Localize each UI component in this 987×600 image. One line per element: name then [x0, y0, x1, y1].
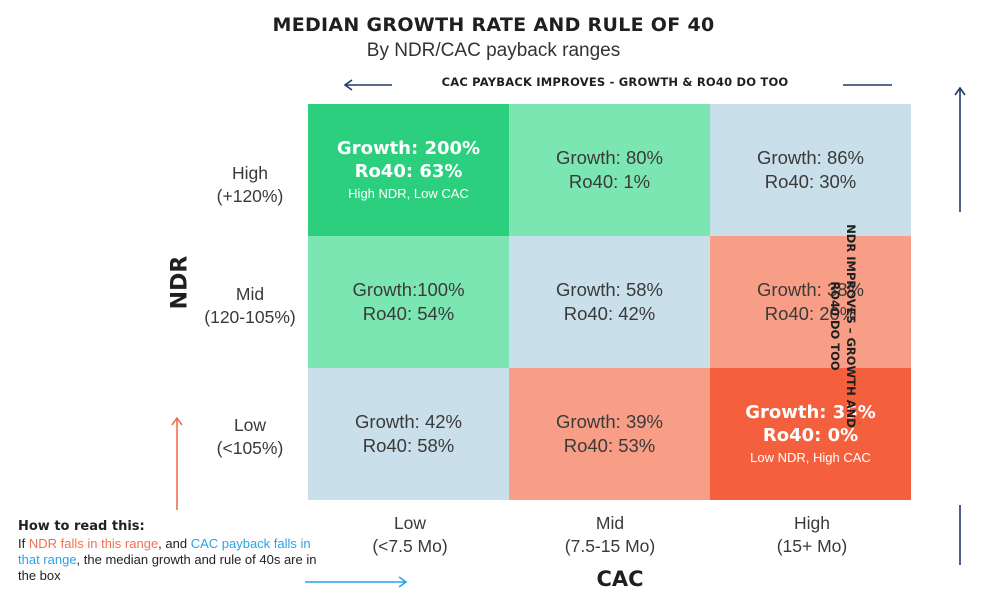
cell-ro40-label: Ro40: 30% [764, 171, 857, 192]
cell-ro40-label: Ro40: 58% [362, 435, 455, 456]
how-to-read-cac-phrase: CAC payback falls in that range [18, 536, 311, 567]
cell-note-label: Low NDR, High CAC [750, 450, 871, 465]
how-to-read-ndr-phrase: NDR falls in this range [28, 536, 159, 551]
cell-growth-label: Growth: 35% [745, 402, 876, 423]
cell-ro40-label: Ro40: 63% [354, 161, 463, 182]
cell-ndr-high-cac-mid: Growth: 80% Ro40: 1% [509, 104, 710, 236]
how-to-read-part1: If [18, 536, 29, 551]
y-label-mid-range: (120-105%) [204, 307, 296, 327]
right-annotation: NDR IMPROVES – GROWTH AND RO40 DO TOO [828, 224, 858, 428]
x-label-high-name: High [794, 513, 830, 533]
cell-ndr-low-cac-low: Growth: 42% Ro40: 58% [308, 368, 509, 500]
cell-ndr-mid-cac-mid: Growth: 58% Ro40: 42% [509, 236, 710, 368]
blue-right-arrow [305, 576, 408, 588]
x-label-low: Low (<7.5 Mo) [310, 512, 510, 558]
x-label-high-range: (15+ Mo) [776, 536, 848, 556]
cell-ndr-mid-cac-low: Growth:100% Ro40: 54% [308, 236, 509, 368]
y-label-low: Low (<105%) [190, 414, 310, 460]
cell-ndr-low-cac-high: Growth: 35% Ro40: 0% Low NDR, High CAC [710, 368, 911, 500]
cell-growth-label: Growth: 200% [336, 138, 481, 159]
cell-ro40-label: Ro40: 42% [563, 303, 656, 324]
x-label-mid-range: (7.5-15 Mo) [564, 536, 656, 556]
how-to-read-title: How to read this: [18, 519, 145, 534]
y-label-mid-name: Mid [235, 284, 265, 304]
x-label-mid: Mid (7.5-15 Mo) [510, 512, 710, 558]
x-label-low-name: Low [393, 513, 427, 533]
y-label-high: High (+120%) [190, 162, 310, 208]
cell-ro40-label: Ro40: 20% [764, 303, 857, 324]
y-axis-title: NDR [167, 255, 193, 310]
cell-growth-label: Growth: 86% [757, 147, 864, 168]
cell-ndr-high-cac-high: Growth: 86% Ro40: 30% [710, 104, 911, 236]
cell-growth-label: Growth: 38% [757, 279, 864, 300]
cell-ndr-low-cac-mid: Growth: 39% Ro40: 53% [509, 368, 710, 500]
cell-growth-label: Growth: 58% [556, 279, 663, 300]
right-up-arrow [954, 86, 966, 212]
how-to-read-part2: , and [158, 536, 191, 551]
cell-ndr-high-cac-low: Growth: 200% Ro40: 63% High NDR, Low CAC [308, 104, 509, 236]
y-label-high-range: (+120%) [216, 186, 284, 206]
cell-note-label: High NDR, Low CAC [348, 186, 469, 201]
x-axis-title: CAC [596, 567, 644, 591]
cell-growth-label: Growth: 42% [355, 411, 462, 432]
cell-ro40-label: Ro40: 0% [762, 425, 859, 446]
red-up-arrow [171, 416, 183, 510]
cell-ro40-label: Ro40: 1% [568, 171, 651, 192]
top-annotation: CAC PAYBACK IMPROVES - GROWTH & RO40 DO … [441, 75, 789, 89]
heatmap-grid: Growth: 200% Ro40: 63% High NDR, Low CAC Gr… [308, 104, 911, 500]
x-label-low-range: (<7.5 Mo) [372, 536, 448, 556]
cell-ndr-mid-cac-high: Growth: 38% Ro40: 20% [710, 236, 911, 368]
top-left-arrow [343, 79, 392, 91]
cell-growth-label: Growth: 80% [556, 147, 663, 168]
y-label-low-name: Low [233, 415, 267, 435]
x-label-mid-name: Mid [595, 513, 625, 533]
chart-subtitle: By NDR/CAC payback ranges [366, 40, 621, 61]
cell-growth-label: Growth:100% [352, 279, 465, 300]
cell-ro40-label: Ro40: 53% [563, 435, 656, 456]
cell-ro40-label: Ro40: 54% [362, 303, 455, 324]
how-to-read-part3: , the median growth and rule of 40s are … [18, 552, 317, 583]
how-to-read: How to read this: If NDR falls in this r… [18, 519, 318, 584]
cell-growth-label: Growth: 39% [556, 411, 663, 432]
x-label-high: High (15+ Mo) [712, 512, 912, 558]
y-label-mid: Mid (120-105%) [190, 283, 310, 329]
y-label-high-name: High [232, 163, 268, 183]
chart-title: MEDIAN GROWTH RATE AND RULE OF 40 [272, 14, 715, 36]
y-label-low-range: (<105%) [216, 438, 284, 458]
